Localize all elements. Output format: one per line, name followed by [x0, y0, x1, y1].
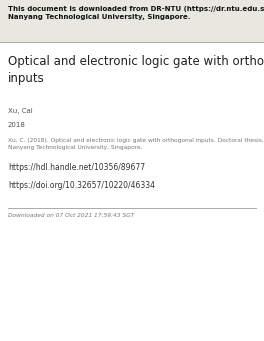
Text: https://hdl.handle.net/10356/89677: https://hdl.handle.net/10356/89677: [8, 163, 145, 172]
Bar: [0, 0, 264, 42]
Text: Downloaded on 07 Oct 2021 17:59:43 SGT: Downloaded on 07 Oct 2021 17:59:43 SGT: [8, 213, 134, 218]
Text: https://doi.org/10.32657/10220/46334: https://doi.org/10.32657/10220/46334: [8, 181, 155, 190]
Text: Xu, C. (2018). Optical and electronic logic gate with orthogonal inputs. Doctora: Xu, C. (2018). Optical and electronic lo…: [8, 138, 264, 150]
Text: Xu, Cai: Xu, Cai: [8, 108, 33, 114]
Text: This document is downloaded from DR-NTU (https://dr.ntu.edu.sg)
Nanyang Technolo: This document is downloaded from DR-NTU …: [8, 6, 264, 20]
Text: Optical and electronic logic gate with orthogonal
inputs: Optical and electronic logic gate with o…: [8, 55, 264, 85]
Text: 2018: 2018: [8, 122, 26, 128]
